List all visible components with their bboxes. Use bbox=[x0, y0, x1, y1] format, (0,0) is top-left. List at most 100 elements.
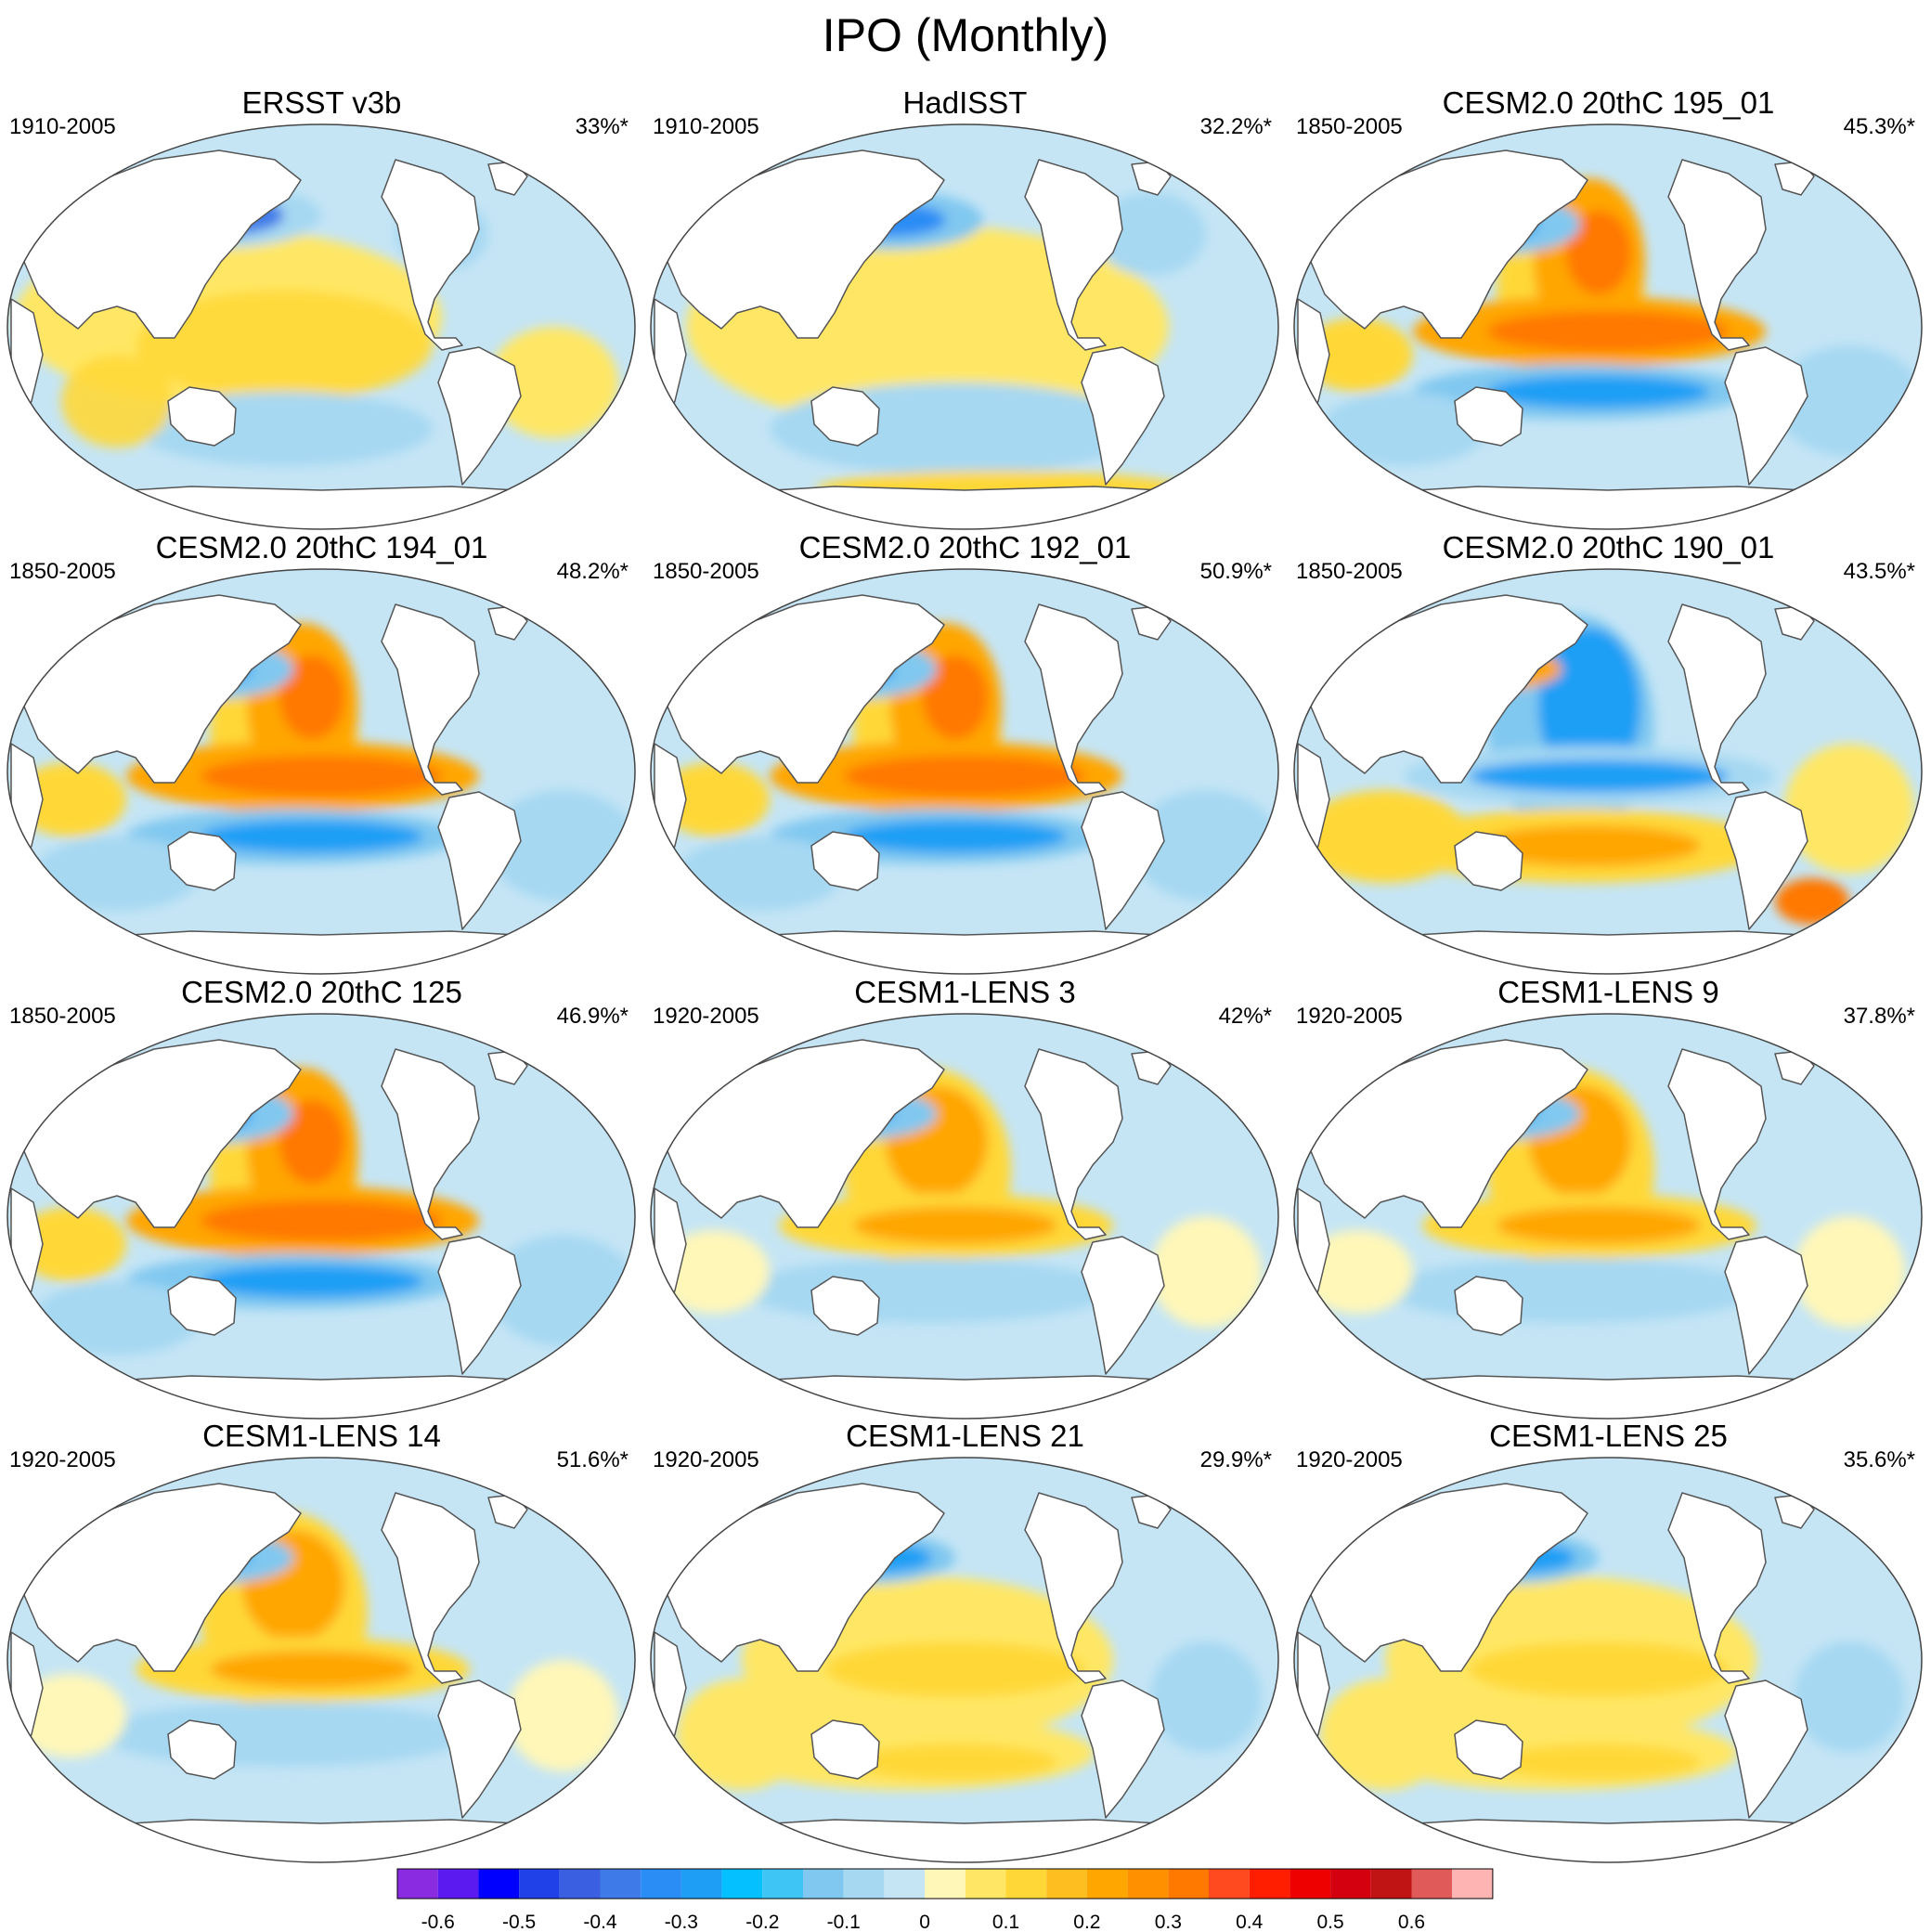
panel-title: CESM1-LENS 9 bbox=[1497, 975, 1719, 1009]
panel-period: 1920-2005 bbox=[653, 1447, 759, 1472]
panel-variance: 51.6%* bbox=[556, 1447, 629, 1472]
anomaly-region bbox=[1497, 1207, 1701, 1244]
colorbar-tick-label: 0.2 bbox=[1073, 1912, 1100, 1932]
anomaly-region bbox=[923, 655, 988, 739]
anomaly-region bbox=[677, 1679, 807, 1790]
panel-variance: 45.3%* bbox=[1843, 114, 1915, 139]
colorbar-swatch bbox=[1209, 1869, 1250, 1899]
land-south-america bbox=[1081, 1236, 1165, 1375]
land-north-america bbox=[1024, 603, 1123, 796]
robinson-map bbox=[1293, 1457, 1923, 1863]
anomaly-region bbox=[507, 1660, 618, 1771]
panel-period: 1910-2005 bbox=[9, 114, 116, 139]
colorbar: -0.6 -0.5 -0.4 -0.3 -0.2 -0.1 0 0.1 0.2 0.3 0.4 0.5… bbox=[396, 1868, 1494, 1932]
robinson-map bbox=[650, 1013, 1279, 1420]
land-north-america bbox=[1024, 1048, 1123, 1240]
panel-period: 1920-2005 bbox=[653, 1004, 759, 1029]
anomaly-region bbox=[1150, 1216, 1262, 1328]
panel-title: CESM1-LENS 3 bbox=[854, 975, 1076, 1009]
land-antarctica bbox=[1356, 1819, 1869, 1862]
colorbar-swatch bbox=[478, 1869, 520, 1899]
panel-title: ERSST v3b bbox=[241, 85, 402, 120]
anomaly-region bbox=[1320, 392, 1487, 466]
anomaly-region bbox=[658, 762, 770, 836]
robinson-map bbox=[650, 123, 1279, 530]
land-australia bbox=[810, 1719, 880, 1780]
anomaly-region bbox=[1302, 790, 1469, 883]
map-panel: CESM1-LENS 25 1920-2005 35.6%* bbox=[1287, 1419, 1930, 1864]
map-panel: CESM2.0 20thC 125 1850-2005 46.9%* bbox=[0, 975, 643, 1420]
anomaly-region bbox=[1775, 878, 1849, 925]
panel-variance: 50.9%* bbox=[1199, 559, 1272, 584]
anomaly-region bbox=[210, 1651, 414, 1688]
anomaly-region bbox=[742, 1258, 1113, 1323]
land-north-america bbox=[1667, 603, 1767, 796]
land-south-america bbox=[1724, 346, 1808, 486]
land-asia-europe bbox=[23, 149, 302, 339]
land-north-america bbox=[1667, 1492, 1767, 1684]
robinson-map bbox=[1293, 1013, 1923, 1420]
anomaly-field bbox=[1302, 1068, 1905, 1328]
land-north-america bbox=[1667, 1048, 1767, 1240]
panel-period: 1920-2005 bbox=[1296, 1447, 1403, 1472]
land-australia bbox=[167, 1276, 237, 1336]
map-border bbox=[6, 1013, 636, 1420]
colorbar-tick-label: -0.5 bbox=[502, 1912, 536, 1932]
panel-variance: 42%* bbox=[1218, 1004, 1272, 1029]
anomaly-region bbox=[201, 756, 442, 797]
panel-variance: 35.6%* bbox=[1843, 1447, 1915, 1472]
panel-title: CESM1-LENS 21 bbox=[846, 1419, 1084, 1453]
map-panel: CESM1-LENS 3 1920-2005 42%* bbox=[643, 975, 1287, 1420]
land-antarctica bbox=[1356, 1375, 1869, 1419]
panel-variance: 48.2%* bbox=[556, 559, 629, 584]
anomaly-region bbox=[15, 762, 126, 836]
colorbar-swatch bbox=[762, 1869, 803, 1899]
map-border bbox=[1293, 1457, 1923, 1863]
anomaly-region bbox=[15, 1207, 126, 1281]
anomaly-region bbox=[1784, 744, 1914, 874]
land-australia bbox=[1454, 1719, 1523, 1780]
anomaly-region bbox=[1478, 825, 1701, 866]
anomaly-region bbox=[1150, 1641, 1262, 1753]
land-australia bbox=[810, 386, 880, 447]
colorbar-swatch bbox=[1289, 1869, 1331, 1899]
colorbar-tick-label: 0.1 bbox=[992, 1912, 1019, 1932]
robinson-map bbox=[1293, 568, 1923, 975]
land-asia-europe bbox=[667, 149, 945, 339]
land-north-america bbox=[381, 1492, 480, 1684]
land-antarctica bbox=[1356, 486, 1869, 529]
colorbar-tick-label: 0.4 bbox=[1236, 1912, 1264, 1932]
panel-period: 1920-2005 bbox=[1296, 1004, 1403, 1029]
colorbar-swatch bbox=[803, 1869, 844, 1899]
land-south-america bbox=[1724, 1236, 1808, 1375]
panel-period: 1850-2005 bbox=[1296, 114, 1403, 139]
panel-variance: 32.2%* bbox=[1199, 114, 1272, 139]
map-panel: CESM1-LENS 21 1920-2005 29.9%* bbox=[643, 1419, 1287, 1864]
anomaly-region bbox=[15, 1674, 126, 1757]
robinson-map bbox=[6, 1013, 636, 1420]
panel-title: CESM2.0 20thC 192_01 bbox=[798, 530, 1132, 564]
panel-title: CESM1-LENS 25 bbox=[1489, 1419, 1728, 1453]
land-antarctica bbox=[1356, 930, 1869, 974]
land-asia-europe bbox=[1310, 1483, 1588, 1672]
colorbar-swatch bbox=[1249, 1869, 1290, 1899]
colorbar-swatch bbox=[925, 1869, 966, 1899]
anomaly-region bbox=[825, 1641, 1085, 1697]
map-panel: ERSST v3b 1910-2005 33%* bbox=[0, 85, 643, 531]
map-border bbox=[1293, 568, 1923, 975]
anomaly-region bbox=[279, 1100, 344, 1184]
land-south-america bbox=[437, 1236, 522, 1375]
anomaly-region bbox=[1095, 192, 1206, 276]
colorbar-tick-label: -0.1 bbox=[827, 1912, 861, 1932]
land-antarctica bbox=[70, 930, 582, 974]
colorbar-swatch bbox=[1127, 1869, 1169, 1899]
anomaly-region bbox=[1469, 759, 1729, 793]
panel-title: CESM2.0 20thC 195_01 bbox=[1442, 85, 1775, 120]
map-border bbox=[1293, 123, 1923, 530]
colorbar-swatch bbox=[397, 1869, 438, 1899]
colorbar-tick-label: -0.4 bbox=[583, 1912, 617, 1932]
anomaly-region bbox=[1469, 1641, 1729, 1697]
land-asia-europe bbox=[1310, 594, 1588, 784]
colorbar-swatch bbox=[1168, 1869, 1209, 1899]
panel-title: HadISST bbox=[902, 85, 1028, 120]
